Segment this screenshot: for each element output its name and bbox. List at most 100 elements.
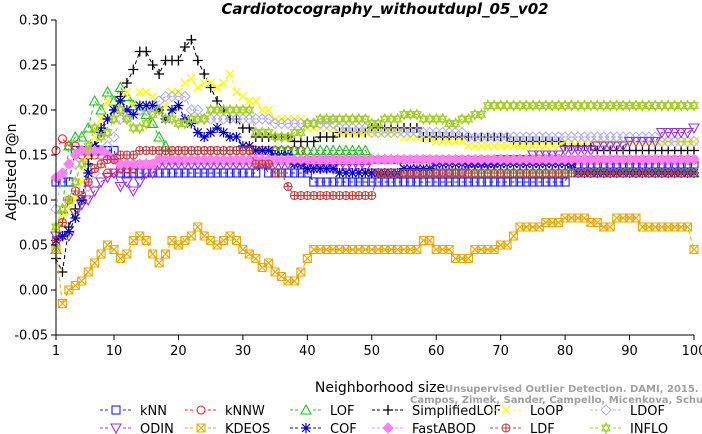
y-axis-title: Adjusted P@n	[4, 123, 20, 220]
data-point	[559, 145, 572, 157]
legend-marker	[382, 422, 394, 434]
legend-item: kNNW	[185, 404, 265, 419]
data-point	[584, 145, 597, 157]
data-point	[103, 96, 113, 106]
data-point	[611, 99, 622, 112]
data-point	[688, 153, 700, 166]
data-point	[431, 112, 442, 126]
data-point	[109, 112, 119, 126]
data-point	[96, 159, 106, 169]
x-tick-label: 30	[235, 344, 252, 359]
data-point	[315, 112, 326, 126]
axes: -0.05 0.00 0.05 0.10 0.15 0.20 0.25 0.30 1 10 20 30…	[14, 14, 702, 360]
legend-label: KDEOS	[225, 422, 270, 434]
data-point	[238, 92, 248, 101]
data-point	[128, 109, 139, 120]
data-point	[219, 78, 229, 88]
data-point	[83, 168, 94, 178]
data-point	[689, 244, 699, 255]
data-point	[270, 130, 281, 144]
x-tick-label: 60	[428, 344, 445, 359]
data-point	[328, 132, 339, 142]
data-point	[631, 213, 641, 223]
legend-marker	[301, 423, 311, 433]
data-point	[225, 69, 235, 79]
data-point	[134, 100, 145, 111]
data-point	[669, 99, 680, 112]
data-point	[496, 141, 506, 151]
legend-marker	[110, 423, 122, 434]
data-point	[476, 177, 486, 187]
data-point	[444, 137, 454, 146]
data-point	[83, 177, 93, 187]
data-point	[264, 159, 274, 169]
data-point	[565, 145, 578, 157]
data-point	[115, 103, 126, 117]
data-point	[192, 55, 203, 66]
y-tick-label: 0.00	[19, 284, 48, 299]
data-point	[179, 42, 190, 52]
data-point	[636, 136, 649, 148]
data-point	[642, 136, 655, 148]
data-point	[360, 168, 371, 178]
data-point	[508, 99, 519, 112]
data-point	[257, 126, 268, 139]
data-point	[148, 249, 158, 259]
data-point	[425, 235, 435, 246]
data-point	[296, 267, 306, 277]
data-point	[96, 249, 106, 259]
data-point	[95, 177, 108, 189]
data-point	[70, 175, 81, 189]
data-point	[89, 121, 100, 135]
data-point	[199, 69, 210, 79]
data-point	[212, 123, 223, 133]
data-point	[463, 177, 473, 187]
data-point	[604, 141, 617, 153]
data-point	[592, 99, 603, 112]
data-point	[546, 150, 559, 162]
data-point	[302, 163, 313, 174]
data-point	[315, 163, 326, 174]
data-point	[676, 99, 687, 112]
data-point	[540, 99, 551, 112]
data-point	[623, 136, 636, 148]
data-point	[476, 108, 487, 121]
legend-label: ODIN	[140, 422, 174, 434]
data-point	[102, 114, 113, 124]
data-point	[405, 108, 416, 121]
legend-item: LDOF	[590, 404, 665, 419]
data-point	[328, 163, 339, 174]
data-point	[95, 103, 108, 115]
data-point	[502, 240, 512, 250]
legend-item: SimplifiedLOF	[372, 404, 501, 419]
data-point	[231, 87, 241, 97]
data-point	[244, 96, 254, 106]
data-point	[302, 253, 312, 264]
legend-label: kNNW	[225, 404, 265, 419]
data-point	[250, 145, 261, 156]
data-point	[154, 105, 165, 115]
data-point	[199, 132, 210, 142]
data-point	[353, 112, 364, 126]
data-point	[489, 99, 500, 112]
data-point	[515, 177, 525, 187]
data-point	[649, 131, 662, 143]
data-point	[456, 126, 468, 139]
data-point	[180, 78, 190, 88]
data-point	[437, 112, 448, 126]
data-point	[399, 108, 409, 121]
y-tick-label: -0.05	[14, 329, 48, 344]
data-point	[212, 83, 222, 92]
chart-title: Cardiotocography_withoutdupl_05_v02	[221, 0, 548, 18]
data-point	[153, 130, 166, 142]
data-point	[88, 94, 101, 106]
legend-item: kNN	[100, 404, 167, 419]
data-point	[328, 177, 338, 187]
data-point	[688, 135, 700, 148]
data-point	[366, 117, 377, 130]
data-point	[617, 141, 630, 153]
data-point	[57, 202, 68, 216]
data-point	[553, 99, 564, 112]
data-point	[444, 244, 454, 255]
